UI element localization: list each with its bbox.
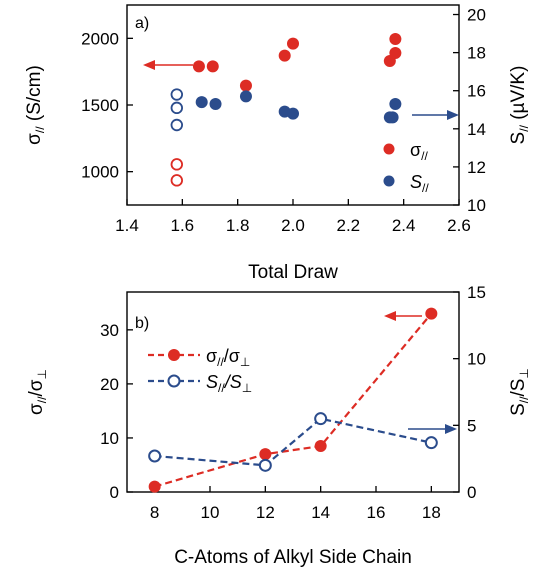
panel-a-legend: σ// S//	[383, 140, 429, 195]
panel-b-x-tick-label: 16	[367, 503, 386, 522]
seebeck-filled-point	[389, 98, 402, 111]
panel-b-x-axis-label: C-Atoms of Alkyl Side Chain	[174, 547, 412, 568]
panel-a-x-tick-label: 1.6	[171, 216, 195, 235]
panel-b-seebeck-axis-arrow	[408, 424, 457, 434]
sigma-open-point	[170, 158, 184, 171]
panel-b-x-tick-label: 8	[150, 503, 159, 522]
sigma-filled-point	[206, 60, 219, 73]
panel-b-sigma-axis-arrow	[384, 311, 422, 321]
panel-a-right-y-axis-label: S// (µV/K)	[508, 66, 531, 145]
panel-a-left-y-axis-label: σ// (S/cm)	[24, 65, 47, 145]
panel-a-right-y-tick-label: 10	[467, 196, 486, 215]
sigma-filled-point	[389, 47, 402, 59]
panel-b-left-y-axis-label: σ///σ⊥	[26, 369, 49, 415]
panel-a-x-tick-label: 1.4	[115, 216, 139, 235]
panel-b-x-ticks: 8 10 12 14 16 18	[150, 486, 441, 522]
seebeck-open-point	[170, 101, 184, 115]
panel-b-x-tick-label: 18	[422, 503, 441, 522]
panel-b-x-tick-label: 12	[256, 503, 275, 522]
panel-a-x-tick-label: 1.8	[226, 216, 250, 235]
panel-a-x-ticks: 1.4 1.6 1.8 2.0 2.2 2.4 2.6	[115, 199, 471, 235]
seebeck-filled-point	[386, 111, 399, 124]
panel-a-right-y-tick-label: 20	[467, 6, 486, 25]
panel-a-left-y-tick-label: 2000	[81, 29, 119, 48]
legend-seebeck-ratio-label: S///S⊥	[206, 372, 252, 395]
seebeck-ratio-point	[258, 458, 272, 472]
legend-sigma-ratio-label: σ///σ⊥	[206, 346, 250, 369]
sigma-filled-point	[192, 60, 205, 73]
panel-b-frame	[126, 291, 460, 493]
legend-sigma-ratio-marker	[168, 349, 180, 361]
panel-b-x-tick-label: 14	[311, 503, 330, 522]
panel-a-left-y-ticks: 1000 1500 2000	[81, 29, 133, 182]
panel-b-right-y-axis-label: S///S⊥	[508, 368, 531, 416]
panel-a-left-y-tick-label: 1500	[81, 96, 119, 115]
panel-a-seebeck-axis-arrow	[412, 110, 459, 120]
panel-a-right-y-tick-label: 12	[467, 158, 486, 177]
sigma-ratio-point	[148, 480, 161, 493]
seebeck-filled-point	[209, 98, 222, 111]
panel-b-left-y-tick-label: 10	[100, 429, 119, 448]
seebeck-ratio-point	[148, 449, 162, 463]
sigma-filled-point	[287, 37, 299, 50]
panel-a-sigma-series	[170, 33, 402, 187]
sigma-filled-point	[239, 79, 252, 92]
legend-seebeck-marker	[383, 175, 395, 187]
panel-b: b) 8 10 12 14 16 18 0 10 20 30 0 5 10 15 C-Atoms of…	[26, 283, 531, 568]
panel-b-right-y-tick-label: 5	[467, 416, 476, 435]
panel-b-right-y-tick-label: 0	[467, 483, 476, 502]
seebeck-open-point	[170, 118, 184, 132]
sigma-ratio-point	[425, 307, 438, 320]
legend-seebeck-ratio-marker	[167, 374, 181, 388]
seebeck-ratio-line	[154, 417, 432, 467]
panel-a-seebeck-series	[170, 88, 402, 132]
panel-a-x-axis-label: Total Draw	[248, 262, 338, 283]
panel-a-right-y-tick-label: 16	[467, 82, 486, 101]
panel-a-right-y-ticks: 10 12 14 16 18 20	[453, 6, 486, 215]
seebeck-filled-point	[239, 90, 252, 103]
seebeck-filled-point	[287, 107, 299, 120]
panel-b-right-y-tick-label: 15	[467, 283, 486, 302]
sigma-ratio-point	[259, 448, 272, 461]
panel-b-left-y-tick-label: 20	[100, 375, 119, 394]
panel-b-right-y-tick-label: 10	[467, 350, 486, 369]
panel-b-left-y-ticks: 0 10 20 30	[100, 321, 133, 502]
panel-b-legend: σ///σ⊥ S///S⊥	[148, 346, 252, 395]
panel-a: a) 1.4 1.6 1.8 2.0 2.2 2.4 2.6 1000 1500 2000 10…	[24, 4, 531, 283]
panel-b-right-y-ticks: 0 5 10 15	[453, 283, 486, 502]
sigma-open-point	[170, 174, 184, 187]
seebeck-ratio-point	[314, 412, 328, 426]
panel-b-label: b)	[135, 315, 149, 332]
legend-sigma-label: σ//	[410, 140, 428, 163]
panel-a-sigma-axis-arrow	[143, 60, 193, 70]
seebeck-open-point	[170, 88, 184, 101]
panel-a-x-tick-label: 2.6	[447, 216, 471, 235]
panel-a-x-tick-label: 2.4	[392, 216, 416, 235]
sigma-filled-point	[278, 49, 291, 62]
panel-a-x-tick-label: 2.2	[337, 216, 361, 235]
panel-a-right-y-tick-label: 18	[467, 44, 486, 63]
sigma-filled-point	[389, 33, 402, 45]
seebeck-filled-point	[195, 96, 208, 109]
panel-b-x-tick-label: 10	[201, 503, 220, 522]
legend-seebeck-label: S//	[410, 172, 429, 195]
sigma-ratio-line	[154, 312, 433, 488]
panel-a-label: a)	[135, 15, 149, 32]
panel-b-left-y-tick-label: 0	[110, 483, 119, 502]
sigma-ratio-point	[314, 440, 327, 453]
panel-a-x-tick-label: 2.0	[281, 216, 305, 235]
panel-a-left-y-tick-label: 1000	[81, 163, 119, 182]
panel-a-right-y-tick-label: 14	[467, 120, 486, 139]
seebeck-ratio-point	[424, 436, 438, 450]
legend-sigma-marker	[383, 143, 395, 155]
panel-b-left-y-tick-label: 30	[100, 321, 119, 340]
panel-b-series	[148, 307, 438, 493]
